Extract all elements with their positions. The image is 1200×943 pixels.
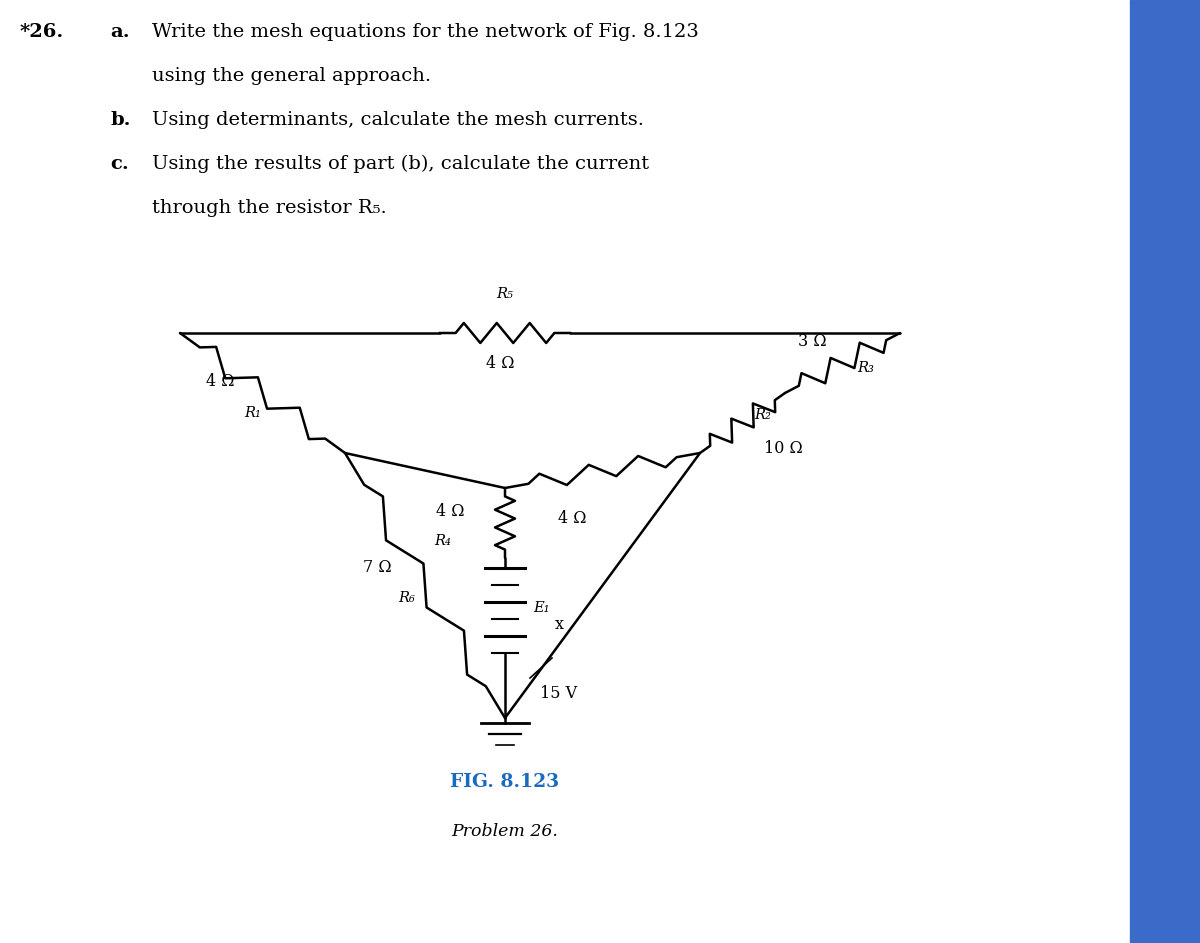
- Text: through the resistor R₅.: through the resistor R₅.: [152, 199, 386, 217]
- Bar: [1130, 0, 1200, 943]
- Text: Using determinants, calculate the mesh currents.: Using determinants, calculate the mesh c…: [152, 111, 644, 129]
- Text: c.: c.: [110, 155, 128, 173]
- Text: Problem 26.: Problem 26.: [451, 823, 558, 840]
- Text: 4 Ω: 4 Ω: [436, 503, 464, 520]
- Text: E₁: E₁: [533, 602, 550, 616]
- Text: Write the mesh equations for the network of Fig. 8.123: Write the mesh equations for the network…: [152, 23, 698, 41]
- Text: R₅: R₅: [497, 287, 514, 301]
- Text: R₆: R₆: [398, 590, 415, 604]
- Text: R₄: R₄: [434, 534, 451, 548]
- Text: FIG. 8.123: FIG. 8.123: [450, 773, 559, 791]
- Text: 10 Ω: 10 Ω: [764, 439, 803, 456]
- Text: using the general approach.: using the general approach.: [152, 67, 431, 85]
- Text: R₁: R₁: [244, 406, 260, 420]
- Text: 4 Ω: 4 Ω: [206, 372, 235, 389]
- Text: a.: a.: [110, 23, 130, 41]
- Text: 3 Ω: 3 Ω: [798, 333, 827, 350]
- Text: 15 V: 15 V: [540, 685, 577, 702]
- Text: 4 Ω: 4 Ω: [486, 355, 515, 372]
- Text: 4 Ω: 4 Ω: [558, 510, 587, 527]
- Text: *26.: *26.: [20, 23, 65, 41]
- Text: 7 Ω: 7 Ω: [362, 559, 391, 576]
- Text: R₃: R₃: [858, 361, 875, 375]
- Text: Using the results of part (b), calculate the current: Using the results of part (b), calculate…: [152, 155, 649, 174]
- Text: b.: b.: [110, 111, 131, 129]
- Text: x: x: [554, 616, 564, 633]
- Text: R₂: R₂: [755, 408, 772, 422]
